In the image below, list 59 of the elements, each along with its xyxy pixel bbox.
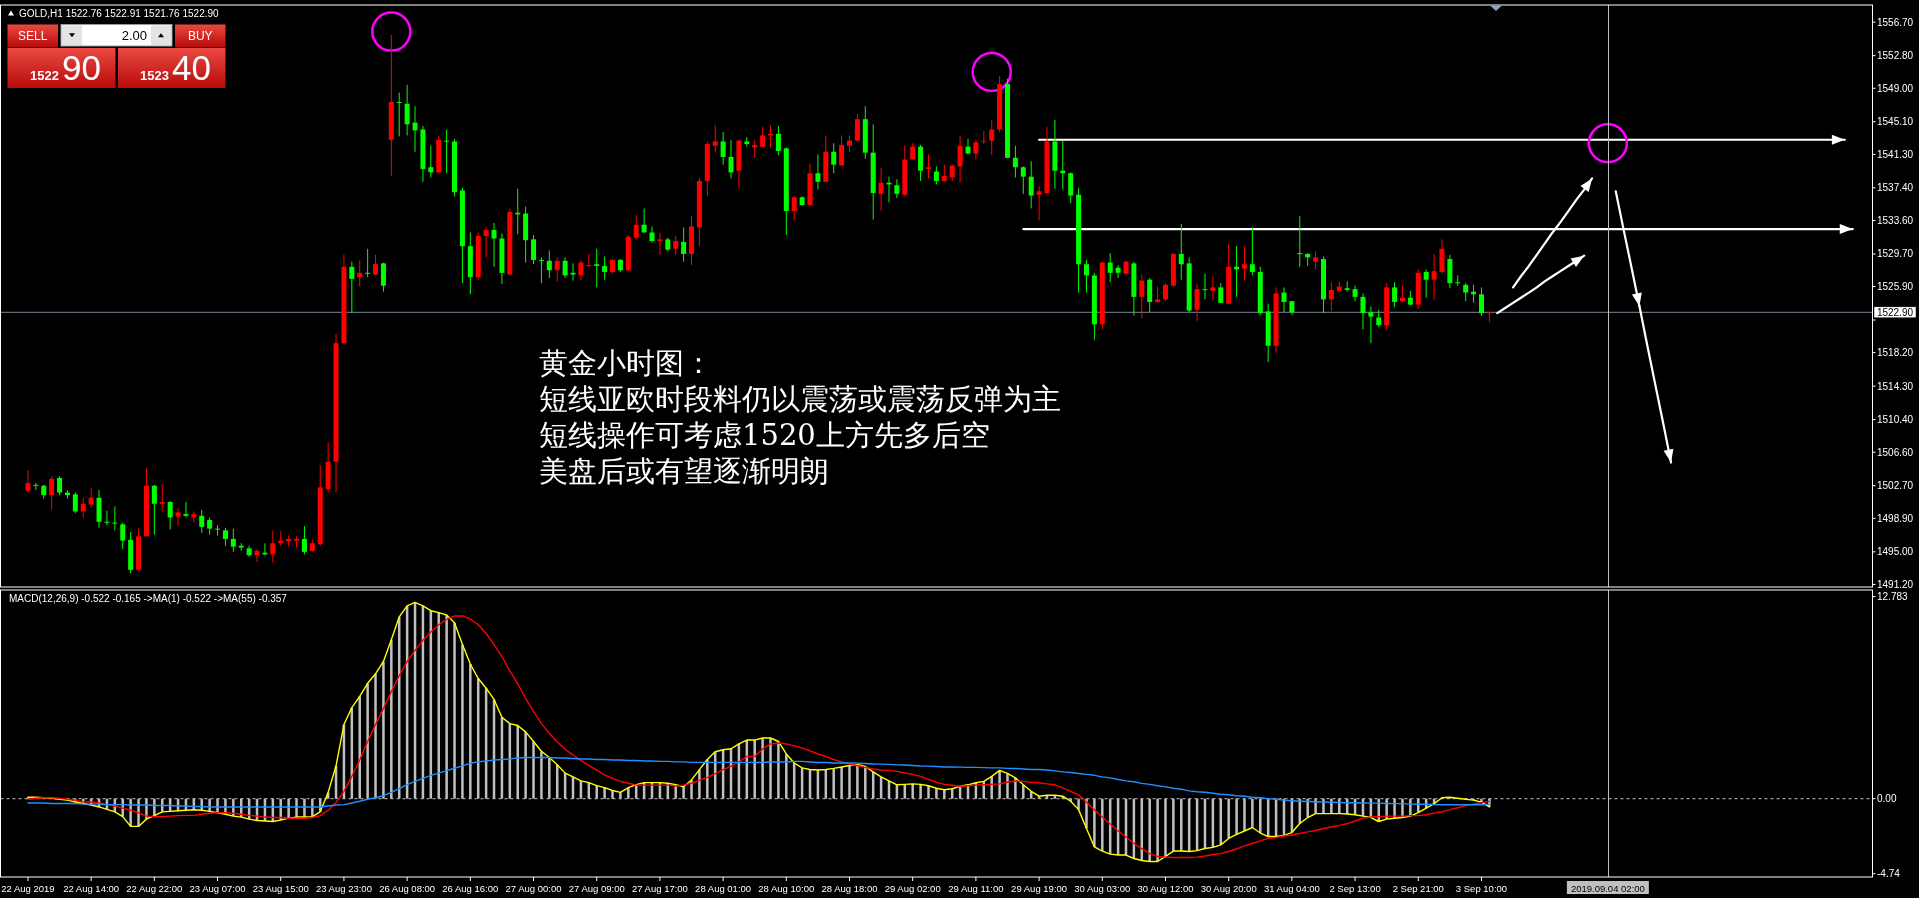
x-tick-label: 30 Aug 03:00 [1074, 882, 1131, 894]
y-tick-label: 1514.30 [1877, 380, 1914, 392]
annotation: 2.00 [121, 27, 147, 43]
chart-title: GOLD,H1 1522.76 1522.91 1521.76 1522.90 [19, 7, 220, 19]
y-tick-label: 1556.70 [1877, 16, 1914, 28]
x-tick-label: 2 Sep 21:00 [1392, 882, 1444, 894]
y-tick-label: 1525.90 [1877, 281, 1914, 293]
x-tick-label: 30 Aug 12:00 [1137, 882, 1194, 894]
annotation: 短线亚欧时段料仍以震荡或震荡反弹为主 [539, 382, 1061, 416]
y-tick-label: 1491.20 [1877, 578, 1914, 590]
x-tick-label: 2 Sep 13:00 [1329, 882, 1381, 894]
y-tick-label: 1518.20 [1877, 347, 1914, 359]
y-tick-label: 1495.00 [1877, 546, 1914, 558]
y-tick-label: 1510.40 [1877, 414, 1914, 426]
x-tick-label: 29 Aug 02:00 [884, 882, 941, 894]
x-tick-label: 30 Aug 20:00 [1200, 882, 1257, 894]
annotation: BUY [187, 29, 213, 43]
y-tick-label: 1529.70 [1877, 248, 1914, 260]
x-tick-label: 27 Aug 00:00 [505, 882, 562, 894]
y-tick-label: -4.74 [1877, 868, 1901, 880]
annotation: 40 [172, 48, 211, 87]
x-tick-label: 3 Sep 10:00 [1455, 882, 1508, 894]
x-tick-label: 27 Aug 17:00 [631, 882, 688, 894]
x-tick-label: 26 Aug 16:00 [442, 882, 499, 894]
x-tick-label: 29 Aug 19:00 [1011, 882, 1068, 894]
x-tick-label: 22 Aug 22:00 [126, 882, 183, 894]
chart-title: MACD(12,26,9) -0.522 -0.165 ->MA(1) -0.522 ->MA(55) -0.357 [9, 592, 288, 604]
x-tick-label: 27 Aug 09:00 [568, 882, 625, 894]
y-tick-label: 1498.90 [1877, 512, 1914, 524]
y-tick-label: 1533.60 [1877, 214, 1914, 226]
annotation: 短线操作可考虑1520上方先多后空 [539, 418, 990, 452]
x-tick-label: 28 Aug 10:00 [758, 882, 815, 894]
y-tick-label: 1502.70 [1877, 480, 1914, 492]
x-tick-label: 22 Aug 2019 [1, 882, 55, 894]
annotation: SELL [18, 29, 48, 43]
x-tick-label: 23 Aug 23:00 [315, 882, 372, 894]
y-tick-label: 0.00 [1877, 793, 1897, 805]
y-tick-label: 1549.00 [1877, 82, 1914, 94]
y-tick-label: 1506.60 [1877, 446, 1914, 458]
x-tick-label: 23 Aug 07:00 [189, 882, 246, 894]
annotation: 90 [62, 48, 101, 87]
y-tick-label: 1541.30 [1877, 148, 1914, 160]
y-tick-label: 1552.80 [1877, 50, 1914, 62]
x-tick-label: 29 Aug 11:00 [948, 882, 1004, 894]
x-tick-label: 26 Aug 08:00 [379, 882, 436, 894]
annotation: 美盘后或有望逐渐明朗 [539, 454, 829, 488]
x-tick-label: 23 Aug 15:00 [252, 882, 309, 894]
x-tick-label: 28 Aug 01:00 [695, 882, 752, 894]
y-tick-label: 12.783 [1877, 591, 1909, 603]
ref-line-label: 1522.90 [1876, 306, 1914, 318]
y-tick-label: 1537.40 [1877, 182, 1914, 194]
x-tick-label: 28 Aug 18:00 [821, 882, 878, 894]
annotation: 1523 [140, 68, 169, 83]
x-tick-label: 22 Aug 14:00 [63, 882, 120, 894]
x-tick-label: 2019.09.04 02:00 [1570, 882, 1645, 894]
annotation: 1522 [30, 68, 59, 83]
annotation: 黄金小时图： [539, 346, 713, 380]
x-tick-label: 31 Aug 04:00 [1263, 882, 1320, 894]
y-tick-label: 1545.10 [1877, 116, 1914, 128]
